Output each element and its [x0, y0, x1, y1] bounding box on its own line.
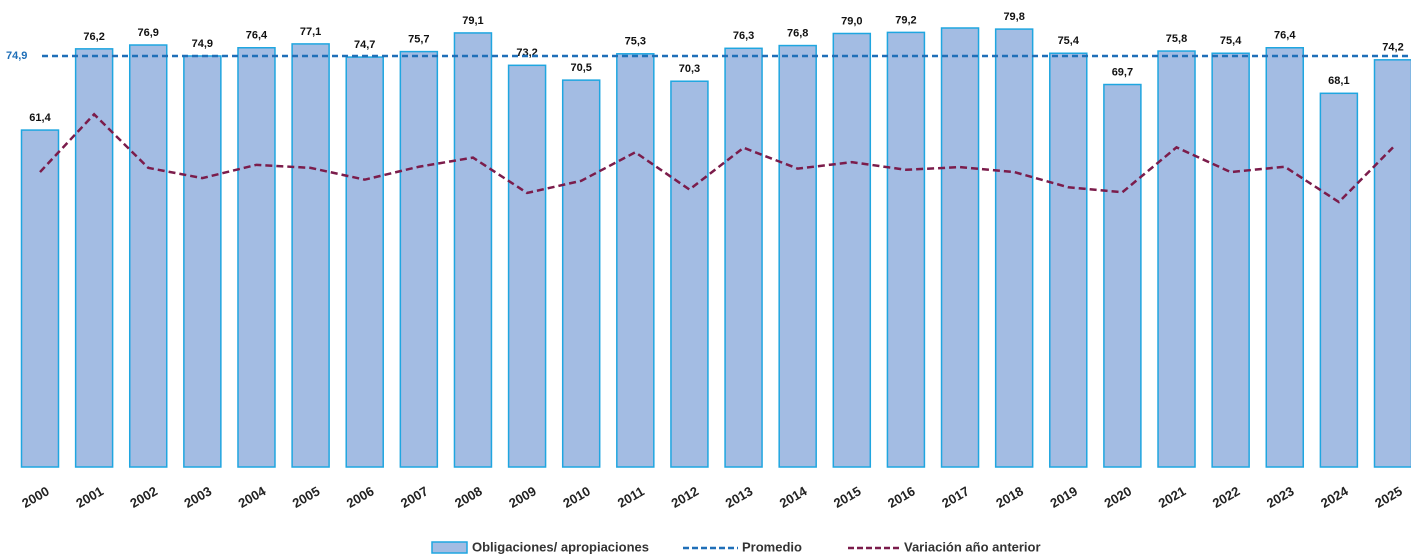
- value-label: 79,8: [1003, 11, 1024, 23]
- value-label: 75,3: [625, 36, 646, 48]
- bar: [1319, 92, 1359, 468]
- x-tick-label: 2016: [885, 483, 918, 510]
- value-label: 76,2: [83, 31, 104, 43]
- x-tick-label: 2003: [182, 483, 215, 510]
- value-label: 74,9: [192, 38, 213, 50]
- x-tick-label: 2001: [73, 483, 106, 510]
- bar: [1373, 59, 1411, 468]
- x-tick-label: 2018: [993, 483, 1026, 510]
- bar: [670, 80, 709, 468]
- bar: [399, 50, 439, 468]
- value-label: 73,2: [516, 47, 537, 59]
- value-label: 76,4: [246, 30, 268, 42]
- bar: [20, 129, 60, 468]
- bar: [74, 48, 114, 468]
- value-label: 76,9: [138, 27, 159, 39]
- bar: [561, 79, 601, 468]
- x-tick-label: 2010: [560, 483, 593, 510]
- legend-label: Promedio: [742, 539, 802, 554]
- bar: [1103, 83, 1142, 468]
- x-tick-label: 2006: [344, 483, 377, 510]
- value-label: 70,5: [570, 62, 591, 74]
- x-tick-label: 2020: [1102, 483, 1135, 510]
- bar: [994, 28, 1034, 468]
- bar: [1049, 52, 1088, 468]
- legend-label: Obligaciones/ apropiaciones: [472, 539, 649, 554]
- value-label: 75,4: [1058, 35, 1080, 47]
- x-tick-label: 2008: [452, 483, 485, 510]
- legend-swatch: [431, 541, 468, 554]
- bar: [832, 32, 872, 468]
- bar: [291, 43, 330, 468]
- legend-label: Variación año anterior: [904, 539, 1041, 554]
- value-label: 75,4: [1220, 35, 1242, 47]
- value-label: 61,4: [29, 112, 51, 124]
- bar: [507, 64, 547, 468]
- x-tick-label: 2022: [1210, 483, 1243, 510]
- bar: [183, 55, 222, 468]
- x-tick-label: 2007: [398, 483, 431, 510]
- bar: [128, 44, 168, 468]
- bar: [237, 47, 276, 468]
- bar: [778, 44, 817, 468]
- x-tick-label: 2014: [777, 483, 810, 511]
- bar: [940, 27, 980, 468]
- value-label: 77,1: [300, 26, 321, 38]
- value-label: 75,7: [408, 34, 429, 46]
- x-tick-label: 2004: [236, 483, 269, 511]
- bar: [453, 32, 493, 468]
- value-label: 79,0: [841, 15, 862, 27]
- x-tick-label: 2012: [669, 483, 702, 510]
- x-tick-label: 2025: [1372, 483, 1405, 510]
- bar: [1265, 47, 1305, 468]
- value-label: 68,1: [1328, 75, 1349, 87]
- bar: [345, 56, 384, 468]
- value-label: 74,2: [1382, 42, 1403, 54]
- x-tick-label: 2021: [1156, 483, 1189, 510]
- x-tick-label: 2023: [1264, 483, 1297, 510]
- x-tick-label: 2013: [723, 483, 756, 510]
- value-label: 76,4: [1274, 30, 1296, 42]
- x-tick-label: 2015: [831, 483, 864, 510]
- value-label: 70,3: [679, 63, 700, 75]
- x-tick-label: 2011: [615, 484, 647, 511]
- bar: [616, 53, 655, 468]
- value-label: 79,1: [462, 15, 483, 27]
- x-tick-label: 2017: [939, 483, 972, 510]
- value-label: 79,2: [895, 14, 916, 26]
- value-label: 74,7: [354, 39, 375, 51]
- bar: [1157, 50, 1196, 468]
- value-label: 76,3: [733, 30, 754, 42]
- x-tick-label: 2024: [1318, 483, 1351, 511]
- bar: [886, 31, 926, 468]
- x-tick-label: 2005: [290, 483, 323, 510]
- value-label: 76,8: [787, 27, 808, 39]
- value-label: 69,7: [1112, 66, 1133, 78]
- bar: [724, 47, 763, 468]
- x-tick-label: 2019: [1047, 483, 1080, 510]
- average-label: 74,9: [6, 50, 27, 62]
- bar: [1211, 52, 1250, 468]
- variation-line: [39, 112, 1394, 204]
- x-tick-label: 2002: [127, 483, 160, 510]
- x-tick-label: 2000: [19, 483, 52, 510]
- value-label: 75,8: [1166, 33, 1187, 45]
- x-tick-label: 2009: [506, 483, 539, 510]
